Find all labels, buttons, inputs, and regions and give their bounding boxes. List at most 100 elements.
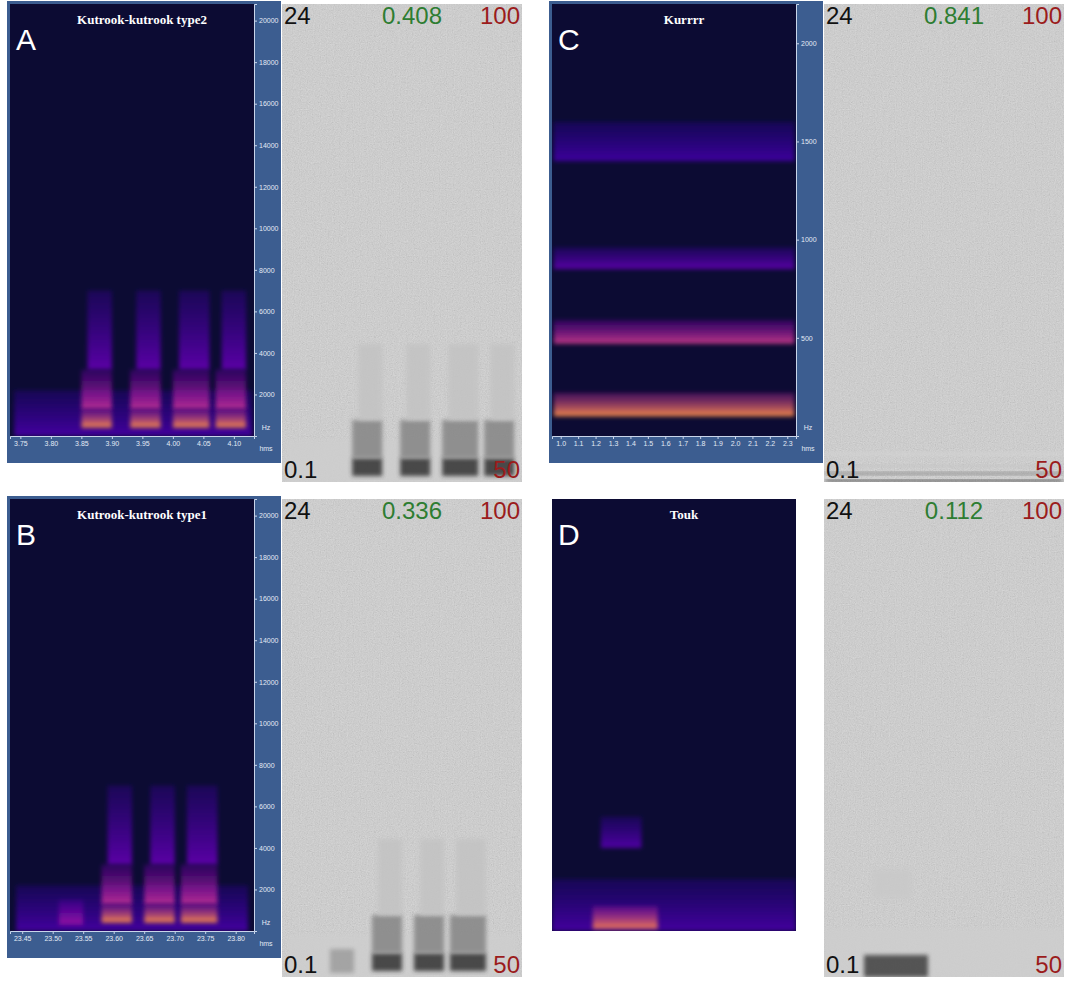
tick-label: 23.45 [14,935,32,942]
tick-label: 2000 [801,40,817,47]
spectrogram-energy [14,291,252,436]
tick-mark [234,436,235,439]
tick-mark [114,931,115,934]
tick-mark [735,436,736,439]
tick-mark [683,436,684,439]
energy-band [601,817,642,848]
plot-background [824,499,1064,977]
tick-label: 4.05 [197,440,211,447]
energy-band-grey [450,953,486,971]
plot-background [282,499,522,977]
y2-tick-label: 100 [480,497,520,524]
tick-mark [254,62,257,63]
y-tick: 1500 [796,138,817,145]
tick-label: 1.5 [643,440,653,447]
x-tick: 2.3 [783,436,793,447]
tick-mark [796,338,799,339]
tick-mark [51,436,52,439]
tick-mark [254,228,257,229]
energy-band [102,904,133,923]
x-tick: 1.0 [556,436,566,447]
x-tick: 23.50 [44,931,62,942]
x-tick: 1.9 [713,436,723,447]
energy-band [552,879,796,931]
x-tick: 1.2 [591,436,601,447]
energy-band [130,409,161,428]
tick-label: 2.1 [748,440,758,447]
tick-label: 20000 [259,512,279,519]
tick-label: 1.8 [696,440,706,447]
tick-label: 6000 [259,308,275,315]
tick-mark [578,436,579,439]
tick-mark [81,436,82,439]
tick-label: 12000 [259,679,279,686]
x-tick: 23.55 [75,931,93,942]
tick-label: 20000 [259,17,279,24]
tick-mark [613,436,614,439]
x-tick: 4.05 [197,436,211,447]
x-tick: 1.8 [696,436,706,447]
tick-label: 14000 [259,637,279,644]
energy-band [150,786,174,865]
tick-label: 18000 [259,59,279,66]
tick-mark [254,270,257,271]
energy-band-grey [358,344,382,420]
tick-label: 3.80 [45,440,59,447]
tick-mark [254,848,257,849]
energy-band [554,320,795,344]
energy-band-grey [826,480,1063,482]
axis-line [797,5,800,437]
y-tick: 14000 [254,142,279,149]
tick-mark [22,931,23,934]
spectrogram-energy [552,817,796,931]
y-axis: 500100015002000 [796,5,817,437]
tick-mark [718,436,719,439]
energy-band-grey [826,472,1063,474]
y-axis-title: Hz [262,919,271,926]
tick-mark [254,889,257,890]
tick-mark [254,145,257,146]
tick-label: 2.3 [783,440,793,447]
y2-tick-label: 100 [1022,2,1062,29]
y-tick: 1000 [796,236,817,243]
spectrogram-energy [554,122,795,417]
y-tick: 8000 [254,762,275,769]
tick-mark [770,436,771,439]
y-tick: 8000 [254,267,275,274]
x-tick: 1.3 [609,436,619,447]
tick-mark [665,436,666,439]
panel-title: Kutrook-kutrook type1 [77,507,207,522]
plot-noise [824,499,1064,977]
tick-mark [20,436,21,439]
y-tick-label: 24 [826,2,853,29]
tick-mark [173,436,174,439]
y2-tick-label: 50 [1035,456,1062,483]
tick-label: 2.0 [731,440,741,447]
x-tick: 23.45 [14,931,32,942]
y2-tick-label: 50 [493,456,520,483]
energy-band-grey [420,839,444,915]
x-axis: 23.4523.5023.5523.6023.6523.7023.7523.80 [11,931,255,942]
energy-band-grey [352,458,382,476]
tick-label: 18000 [259,554,279,561]
spectrogram-grey [824,869,1064,977]
x-tick: 3.75 [14,436,28,447]
y-tick: 4000 [254,350,275,357]
tick-mark [236,931,237,934]
energy-band [593,906,658,929]
energy-band-grey [448,344,478,420]
y-tick: 20000 [254,17,279,24]
tick-mark [254,682,257,683]
x-tick: 4.00 [167,436,181,447]
duration-label: 0.336 [382,497,442,524]
tick-label: 1.9 [713,440,723,447]
tick-mark [144,931,145,934]
plot-background [552,4,796,436]
tick-mark [596,436,597,439]
tick-label: 3.95 [136,440,150,447]
tick-label: 1.2 [591,440,601,447]
y-tick: 2000 [796,40,817,47]
y-axis: 2000400060008000100001200014000160001800… [254,500,279,932]
corner-labels: 240.1100500.408 [284,2,520,483]
tick-label: 23.75 [197,935,215,942]
